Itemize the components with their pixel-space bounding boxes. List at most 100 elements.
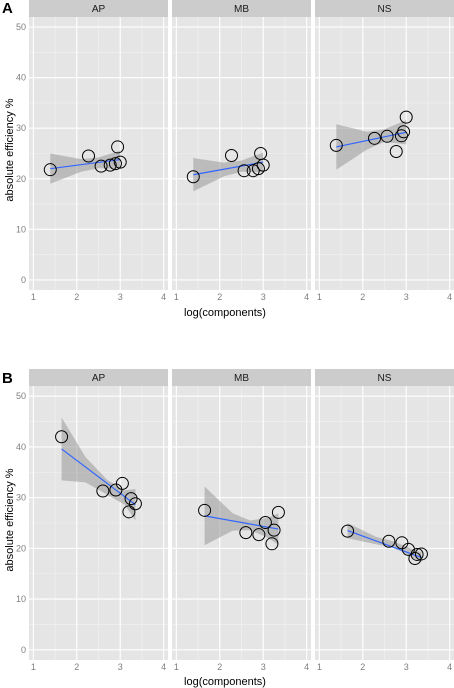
x-tick-label: 4 (304, 662, 309, 672)
x-axis-title-a: log(components) (184, 307, 266, 319)
data-point (380, 129, 394, 143)
data-point (246, 164, 260, 178)
data-point (267, 523, 281, 537)
data-point (115, 476, 129, 490)
facet-strip-label: NS (378, 373, 392, 384)
facet-strip (315, 369, 454, 386)
x-tick-label: 1 (317, 292, 322, 302)
x-tick-label: 1 (31, 292, 36, 302)
x-tick-label: 2 (217, 662, 222, 672)
data-point (43, 163, 57, 177)
y-tick-label: 40 (16, 73, 26, 83)
data-point (251, 162, 265, 176)
data-point (329, 138, 343, 152)
facet-ns: NS 1 2 3 4 (315, 0, 454, 302)
x-tick-label: 2 (360, 662, 365, 672)
data-point (128, 497, 142, 511)
chart-b: B log(components) absolute efficiency % … (2, 369, 454, 688)
x-tick-label: 3 (404, 292, 409, 302)
confidence-band (204, 486, 279, 546)
data-point (94, 159, 108, 173)
y-tick-label: 50 (16, 22, 26, 32)
confidence-band (61, 417, 136, 521)
data-point (109, 483, 123, 497)
x-tick-label: 3 (261, 662, 266, 672)
confidence-band (347, 523, 422, 563)
data-point (341, 524, 355, 538)
facet-strip (315, 0, 454, 17)
data-point (108, 157, 122, 171)
x-tick-label: 4 (447, 292, 452, 302)
y-tick-label: 40 (16, 442, 26, 452)
y-tick-label: 0 (21, 275, 26, 285)
y-tick-label: 50 (16, 391, 26, 401)
data-point (113, 155, 127, 169)
y-axis-title-b: absolute efficiency % (4, 468, 16, 571)
x-tick-label: 1 (317, 662, 322, 672)
regression-line (347, 530, 422, 559)
facet-ns: NS 1 2 3 4 (315, 369, 454, 672)
facet-strip (29, 0, 168, 17)
x-tick-label: 1 (31, 662, 36, 672)
data-point (368, 131, 382, 145)
x-tick-label: 1 (174, 662, 179, 672)
data-point (111, 140, 125, 154)
data-point (258, 515, 272, 529)
facet-strip-label: MB (234, 4, 249, 15)
data-point (239, 526, 253, 540)
y-tick-label: 30 (16, 493, 26, 503)
facet-strip (172, 0, 311, 17)
y-tick-label: 30 (16, 123, 26, 133)
data-point (55, 430, 69, 444)
x-axis-title-b: log(components) (184, 676, 266, 688)
regression-line (50, 158, 121, 170)
data-point (395, 536, 409, 550)
regression-line (193, 161, 264, 176)
data-point (124, 492, 138, 506)
data-point (382, 534, 396, 548)
data-point (103, 158, 117, 172)
data-point (397, 125, 411, 139)
regression-line (336, 131, 407, 148)
data-point (96, 484, 110, 498)
x-tick-label: 4 (161, 662, 166, 672)
facet-strip-label: MB (234, 373, 249, 384)
x-tick-label: 3 (118, 662, 123, 672)
panel-label-a: A (2, 0, 13, 17)
data-point (399, 110, 413, 124)
facet-strip (29, 369, 168, 386)
data-point (237, 164, 251, 178)
x-tick-label: 2 (360, 292, 365, 302)
x-tick-label: 3 (118, 292, 123, 302)
data-point (225, 149, 239, 163)
confidence-band (193, 152, 264, 192)
x-tick-label: 2 (217, 292, 222, 302)
facet-strip-label: AP (92, 4, 106, 15)
x-tick-label: 3 (404, 662, 409, 672)
x-tick-label: 4 (161, 292, 166, 302)
facet-mb: MB 1 2 3 4 (172, 0, 311, 302)
facet-strip (172, 369, 311, 386)
facet-strip-label: AP (92, 373, 106, 384)
x-tick-label: 2 (74, 662, 79, 672)
regression-line (61, 448, 136, 506)
data-point (122, 505, 136, 519)
confidence-band (336, 120, 407, 170)
x-tick-label: 2 (74, 292, 79, 302)
data-point (410, 547, 424, 561)
data-point (186, 170, 200, 184)
data-point (198, 503, 212, 517)
y-axis-title-a: absolute efficiency % (4, 98, 16, 201)
y-tick-label: 10 (16, 224, 26, 234)
x-tick-label: 1 (174, 292, 179, 302)
y-tick-label: 20 (16, 543, 26, 553)
data-point (82, 149, 96, 163)
data-point (414, 547, 428, 561)
x-tick-label: 4 (447, 662, 452, 672)
data-point (252, 528, 266, 542)
data-point (389, 144, 403, 158)
regression-line (204, 515, 279, 530)
